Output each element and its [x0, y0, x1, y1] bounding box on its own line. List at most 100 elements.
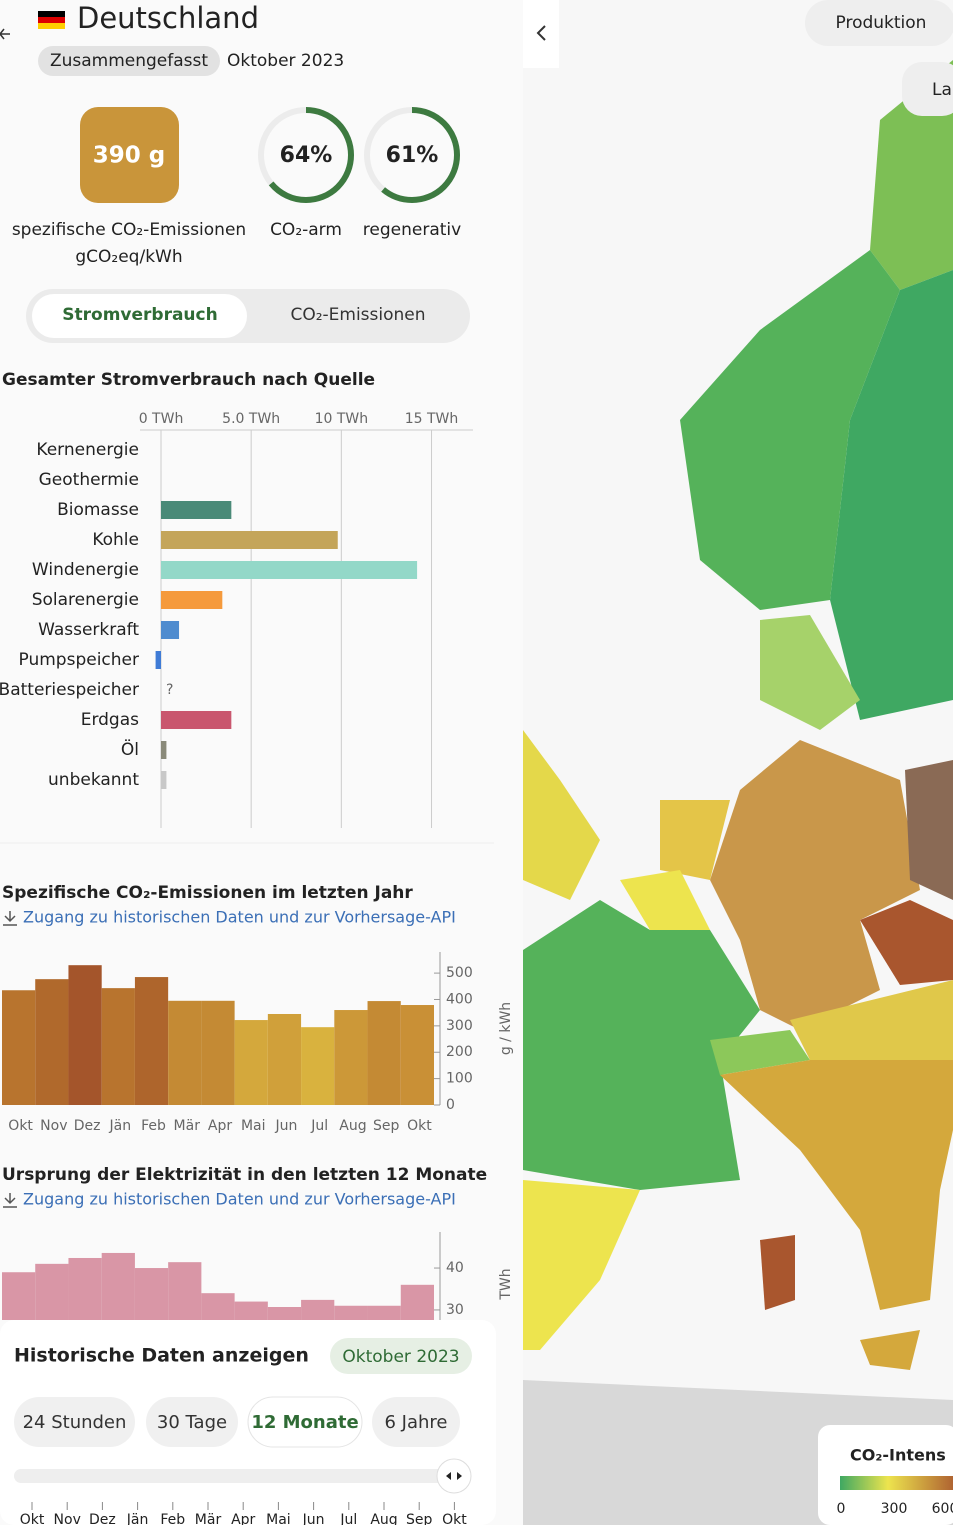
- country-shape: [720, 1040, 953, 1310]
- country-shape: [710, 1030, 810, 1075]
- download-icon: [3, 1193, 17, 1208]
- flag: [38, 23, 65, 29]
- bar: [161, 771, 167, 789]
- range-label[interactable]: 30 Tage: [157, 1412, 227, 1433]
- bar: [234, 1301, 268, 1320]
- range-label[interactable]: 24 Stunden: [23, 1412, 127, 1433]
- x-tick-label: Mai: [241, 1118, 266, 1134]
- x-tick-label: Mär: [174, 1118, 201, 1134]
- missing-label: ?: [166, 682, 173, 698]
- x-tick-label: Okt: [407, 1118, 432, 1134]
- range-label[interactable]: 6 Jahre: [385, 1412, 448, 1433]
- range-button[interactable]: [146, 1397, 238, 1447]
- range-button[interactable]: [247, 1396, 363, 1448]
- collapse-button[interactable]: [523, 0, 559, 68]
- x-tick-label: Sep: [373, 1118, 400, 1134]
- timeline-label: Aug: [370, 1512, 397, 1525]
- bar: [101, 988, 135, 1105]
- bar: [201, 1293, 235, 1320]
- back-icon[interactable]: [0, 28, 10, 40]
- category-label: unbekannt: [48, 770, 139, 790]
- bar: [134, 977, 169, 1105]
- knob-icon: [446, 1472, 462, 1480]
- country-title: Deutschland: [77, 1, 259, 35]
- bar: [168, 1000, 202, 1105]
- renewable-value: 61%: [386, 143, 439, 168]
- production-button-label: Produktion: [836, 13, 927, 33]
- date-pill: [330, 1338, 472, 1374]
- country-shape: [660, 800, 730, 880]
- range-label[interactable]: 12 Monate: [251, 1412, 358, 1433]
- bar: [161, 711, 232, 729]
- api-link[interactable]: Zugang zu historischen Daten und zur Vor…: [23, 908, 456, 927]
- y-tick-label: 40: [446, 1260, 464, 1276]
- bar: [400, 1284, 434, 1320]
- x-tick-label: Feb: [141, 1118, 166, 1134]
- bar: [201, 1000, 235, 1105]
- timeline-label: Okt: [20, 1512, 45, 1525]
- timeline-label: Feb: [160, 1512, 185, 1525]
- mode-label: Zusammengefasst: [50, 51, 208, 71]
- bar: [68, 1257, 102, 1320]
- bar: [161, 561, 418, 579]
- country-shape: [830, 270, 953, 720]
- country-shape: [860, 900, 953, 985]
- x-tick-label: Jän: [109, 1118, 132, 1134]
- tab-label[interactable]: Stromverbrauch: [62, 305, 217, 325]
- flag: [38, 17, 65, 23]
- timeline-label: Jän: [126, 1512, 149, 1525]
- y-tick-label: 30: [446, 1302, 464, 1318]
- category-label: Pumpspeicher: [19, 650, 139, 670]
- y-tick-label: 200: [446, 1044, 473, 1060]
- bar: [168, 1262, 202, 1320]
- timeline-label: Apr: [231, 1512, 255, 1525]
- x-tick-label: Aug: [339, 1118, 366, 1134]
- country-shape: [760, 615, 860, 730]
- country-shape: [860, 1330, 920, 1370]
- history-title: Historische Daten anzeigen: [14, 1345, 309, 1367]
- collapse-icon: [536, 25, 546, 41]
- flag: [38, 11, 65, 17]
- chart-title: Ursprung der Elektrizität in den letzten…: [2, 1165, 487, 1185]
- bar: [400, 1005, 434, 1105]
- x-tick-label: Dez: [74, 1118, 101, 1134]
- layer-button[interactable]: [902, 62, 953, 116]
- y-tick-label: 100: [446, 1071, 473, 1087]
- chart-title: Gesamter Stromverbrauch nach Quelle: [2, 370, 375, 390]
- range-button[interactable]: [372, 1397, 460, 1447]
- bar: [301, 1027, 335, 1105]
- map: Produktion La CO₂-Intens 0 300 600: [523, 0, 953, 1525]
- x-tick-label: 15 TWh: [405, 411, 459, 427]
- chart-title: Spezifische CO₂-Emissionen im letzten Ja…: [2, 883, 413, 903]
- y-tick-label: 500: [446, 965, 473, 981]
- production-button[interactable]: [805, 0, 953, 46]
- range-button[interactable]: [14, 1397, 135, 1447]
- bar: [367, 1001, 401, 1105]
- y-tick-label: 300: [446, 1018, 473, 1034]
- tab-active[interactable]: [32, 294, 247, 338]
- bar: [2, 1272, 36, 1320]
- x-tick-label: 5.0 TWh: [222, 411, 280, 427]
- timeline-label: Jun: [302, 1512, 325, 1525]
- tab-label[interactable]: CO₂-Emissionen: [290, 305, 425, 325]
- legend-tick: 600: [932, 1501, 953, 1517]
- bar: [155, 651, 161, 669]
- panel-content: Stromverbrauch CO₂-Emissionen Gesamter Str…: [0, 107, 514, 1525]
- bar: [301, 1299, 335, 1320]
- legend-title: CO₂-Intens: [850, 1446, 946, 1465]
- timeline-label: Jul: [339, 1512, 357, 1525]
- timeline-label: Mär: [195, 1512, 222, 1525]
- intensity-unit: gCO₂eq/kWh: [75, 247, 182, 267]
- bar: [161, 531, 338, 549]
- api-link[interactable]: Zugang zu historischen Daten und zur Vor…: [23, 1190, 456, 1209]
- country-shape: [870, 60, 953, 290]
- country-shape: [620, 870, 710, 930]
- timeline-knob[interactable]: [436, 1458, 472, 1494]
- country-shape: [523, 1180, 640, 1350]
- country-shape: [710, 740, 920, 1030]
- category-label: Biomasse: [57, 500, 139, 520]
- category-label: Kohle: [92, 530, 139, 550]
- bar: [367, 1305, 401, 1320]
- y-axis-label: TWh: [498, 1268, 514, 1300]
